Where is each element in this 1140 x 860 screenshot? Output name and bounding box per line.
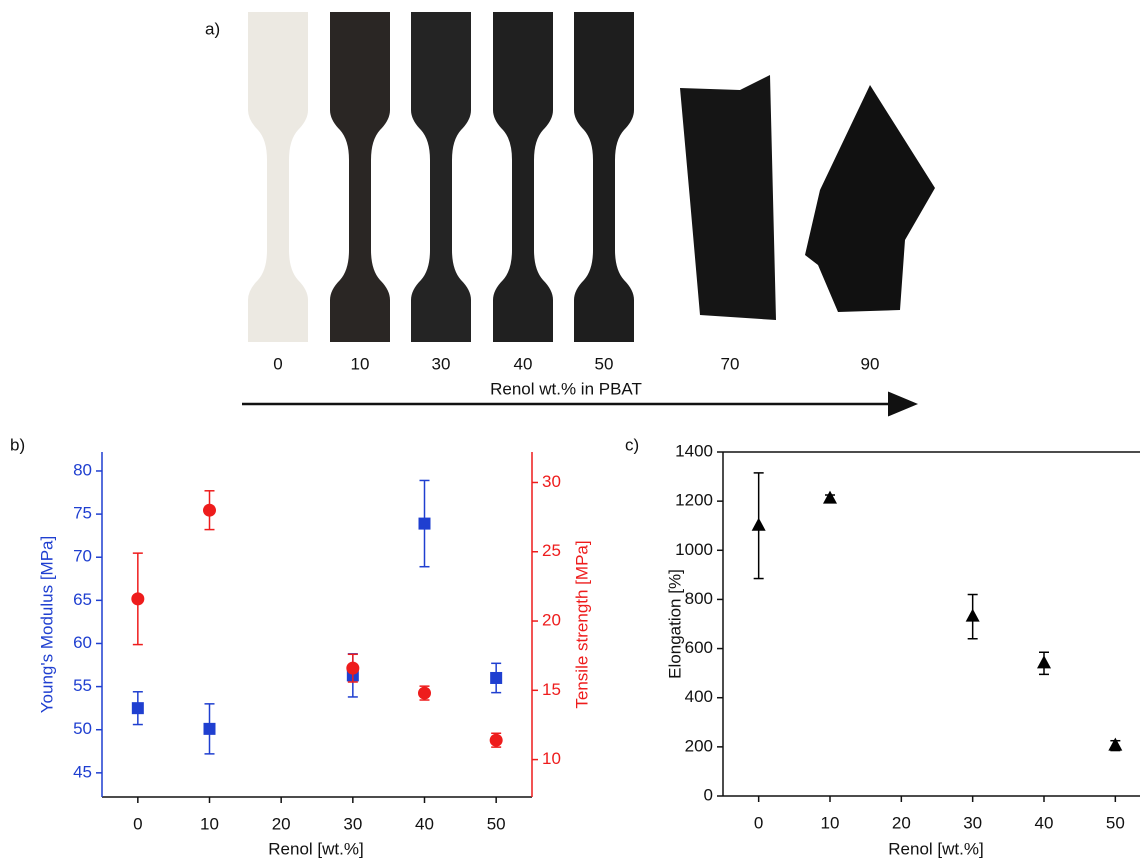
marker: [346, 661, 360, 675]
panel-label: a): [205, 19, 220, 38]
sample-label: 90: [861, 354, 880, 373]
panel-label: c): [625, 435, 639, 454]
y2-tick-label: 20: [542, 611, 561, 630]
x-tick-label: 30: [343, 814, 362, 833]
panel-label: b): [10, 435, 25, 454]
specimen: [330, 12, 390, 342]
y-tick-label: 600: [685, 638, 713, 657]
y-tick-label: 75: [73, 504, 92, 523]
x-axis-title: Renol [wt.%]: [888, 839, 983, 858]
specimen: [680, 75, 776, 320]
marker: [489, 733, 503, 747]
marker: [203, 503, 216, 517]
marker: [418, 517, 431, 530]
y-axis-title: Young's Modulus [MPa]: [37, 536, 56, 713]
x-tick-label: 10: [200, 814, 219, 833]
y2-tick-label: 15: [542, 680, 561, 699]
sample-label: 50: [595, 354, 614, 373]
marker: [965, 608, 980, 622]
x-tick-label: 10: [821, 813, 840, 832]
y2-tick-label: 30: [542, 472, 561, 491]
y-tick-label: 50: [73, 719, 92, 738]
y-tick-label: 80: [73, 460, 92, 479]
sample-label: 10: [351, 354, 370, 373]
marker: [418, 686, 431, 700]
x-tick-label: 30: [963, 813, 982, 832]
x-tick-label: 20: [272, 814, 291, 833]
sample-label: 0: [273, 354, 282, 373]
x-tick-label: 50: [1106, 813, 1125, 832]
marker: [131, 702, 144, 715]
y-tick-label: 1400: [675, 441, 713, 460]
specimen: [248, 12, 308, 342]
x-tick-label: 50: [487, 814, 506, 833]
marker: [203, 722, 216, 735]
y-tick-label: 0: [704, 785, 713, 804]
x-tick-label: 40: [1035, 813, 1054, 832]
photo-caption: Renol wt.% in PBAT: [490, 379, 642, 398]
marker: [751, 517, 766, 531]
y-tick-label: 200: [685, 736, 713, 755]
x-axis-title: Renol [wt.%]: [268, 839, 363, 858]
sample-label: 70: [721, 354, 740, 373]
x-tick-label: 20: [892, 813, 911, 832]
sample-label: 40: [514, 354, 533, 373]
y-tick-label: 45: [73, 762, 92, 781]
x-tick-label: 40: [415, 814, 434, 833]
marker: [823, 490, 837, 504]
y2-tick-label: 25: [542, 541, 561, 560]
marker: [1108, 737, 1123, 751]
specimen: [574, 12, 634, 342]
y-tick-label: 1200: [675, 491, 713, 510]
sample-label: 30: [432, 354, 451, 373]
specimen: [411, 12, 471, 342]
x-tick-label: 0: [754, 813, 763, 832]
marker: [131, 592, 145, 606]
marker: [490, 671, 503, 684]
y-tick-label: 65: [73, 590, 92, 609]
y-tick-label: 70: [73, 547, 92, 566]
marker: [1037, 655, 1051, 669]
y-tick-label: 400: [685, 687, 713, 706]
y-tick-label: 1000: [675, 540, 713, 559]
x-tick-label: 0: [133, 814, 142, 833]
y-tick-label: 800: [685, 589, 713, 608]
y-axis-title: Elongation [%]: [665, 569, 684, 679]
y-tick-label: 60: [73, 633, 92, 652]
y2-axis-title: Tensile strength [MPa]: [572, 540, 591, 708]
specimen: [493, 12, 553, 342]
specimen: [805, 85, 935, 312]
y-tick-label: 55: [73, 676, 92, 695]
y2-tick-label: 10: [542, 749, 561, 768]
photo: [248, 12, 935, 342]
